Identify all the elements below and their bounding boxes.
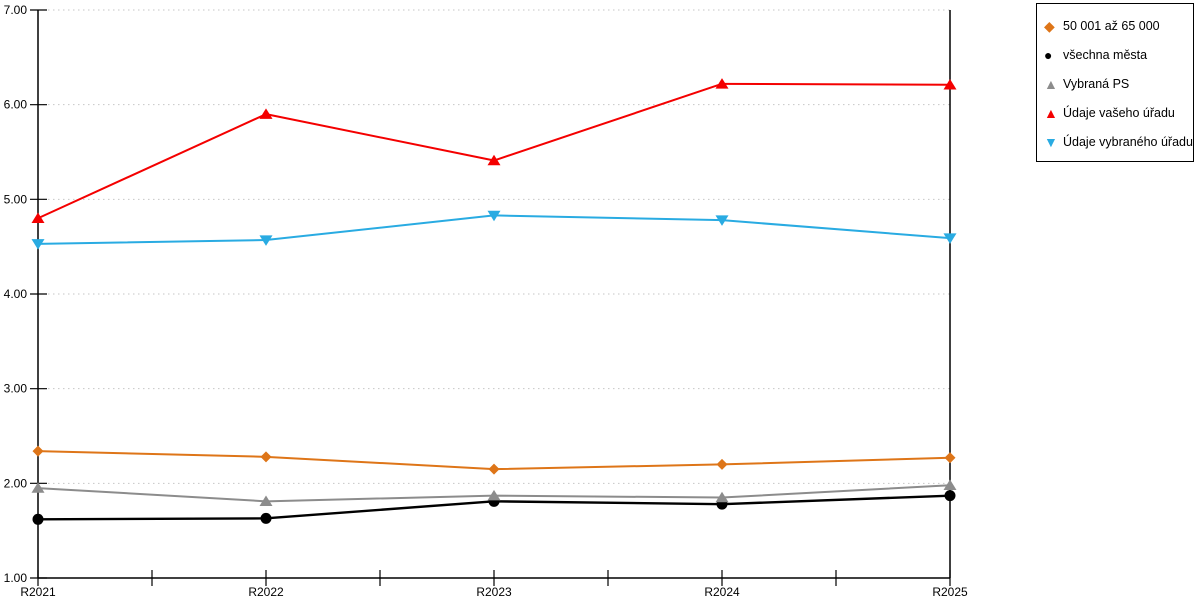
series-4-marker bbox=[715, 215, 729, 226]
series-2-marker bbox=[487, 489, 501, 501]
y-axis-tick-label: 6.00 bbox=[4, 98, 28, 112]
circle-icon: ● bbox=[1044, 46, 1053, 63]
legend: ◆ 50 001 až 65 000 ● všechna města ▲ Vybraná … bbox=[1036, 3, 1194, 162]
x-axis-tick-label: R2024 bbox=[704, 585, 740, 599]
legend-item-label: všechna města bbox=[1063, 47, 1148, 62]
x-axis-tick-label: R2025 bbox=[932, 585, 968, 599]
series-2 bbox=[31, 479, 957, 507]
y-axis-tick-label: 3.00 bbox=[4, 382, 28, 396]
y-axis-tick-label: 7.00 bbox=[4, 3, 28, 17]
x-axis-tick-label: R2022 bbox=[248, 585, 284, 599]
legend-item-label: 50 001 až 65 000 bbox=[1063, 18, 1160, 33]
series-4-marker bbox=[943, 233, 957, 244]
legend-item: ● všechna města bbox=[1044, 40, 1191, 69]
x-axis-tick-label: R2023 bbox=[476, 585, 512, 599]
series-3-line bbox=[37, 82, 951, 220]
legend-item-label: Vybraná PS bbox=[1063, 76, 1130, 91]
legend-item: ▲ Údaje vašeho úřadu bbox=[1044, 98, 1191, 127]
series-0-marker bbox=[260, 451, 272, 463]
series-0-marker bbox=[944, 452, 956, 464]
series-4-marker bbox=[259, 235, 273, 246]
triangle-up-icon: ▲ bbox=[1044, 104, 1058, 121]
triangle-down-icon: ▼ bbox=[1044, 133, 1058, 150]
diamond-icon: ◆ bbox=[1044, 17, 1055, 34]
series-2-marker bbox=[715, 491, 729, 503]
series-4 bbox=[31, 210, 957, 250]
series-0-marker bbox=[32, 445, 44, 457]
legend-item: ◆ 50 001 až 65 000 bbox=[1044, 11, 1191, 40]
series-1-marker bbox=[32, 513, 44, 525]
series-1-marker bbox=[944, 490, 956, 502]
gridlines bbox=[38, 9, 950, 484]
series-1-marker bbox=[260, 512, 272, 524]
series-3-marker bbox=[259, 108, 273, 119]
y-axis-tick-label: 4.00 bbox=[4, 287, 28, 301]
series-2-marker bbox=[259, 495, 273, 507]
y-axis-tick-label: 1.00 bbox=[4, 571, 28, 585]
legend-item-label: Údaje vybraného úřadu bbox=[1063, 134, 1193, 149]
series-2-marker bbox=[943, 479, 957, 490]
x-axis-tick-label: R2021 bbox=[20, 585, 56, 599]
series-4-marker bbox=[487, 210, 501, 222]
legend-item: ▼ Údaje vybraného úřadu bbox=[1044, 127, 1193, 156]
series-3-marker bbox=[715, 78, 729, 89]
series-0 bbox=[32, 445, 956, 475]
y-axis-tick-label: 2.00 bbox=[4, 476, 28, 490]
series-3-marker bbox=[487, 154, 501, 166]
y-axis-tick-label: 5.00 bbox=[4, 192, 28, 206]
series-2-marker bbox=[31, 482, 45, 493]
legend-item: ▲ Vybraná PS bbox=[1044, 69, 1191, 98]
series-3-marker bbox=[943, 79, 957, 90]
series-3-marker bbox=[31, 212, 45, 223]
series-4-marker bbox=[31, 239, 45, 250]
legend-item-label: Údaje vašeho úřadu bbox=[1063, 105, 1175, 120]
series-0-marker bbox=[488, 463, 500, 475]
series-0-marker bbox=[716, 458, 728, 470]
triangle-up-icon: ▲ bbox=[1044, 75, 1058, 92]
series-3 bbox=[31, 78, 957, 223]
